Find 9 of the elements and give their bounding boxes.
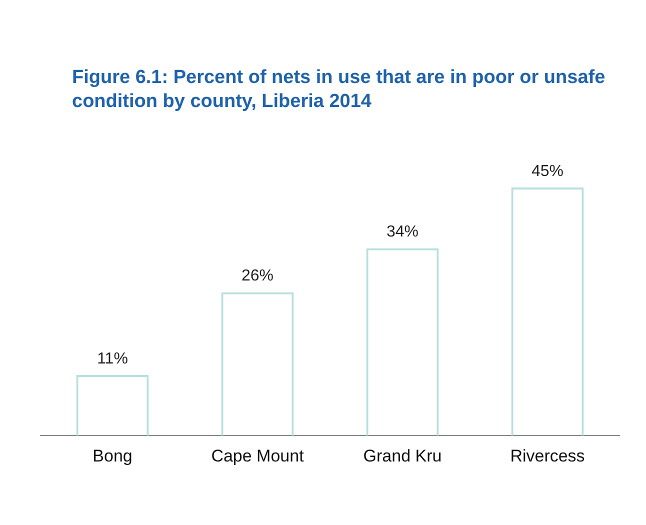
data-label: 11% [97,350,128,368]
x-tick-label: Grand Kru [363,446,442,466]
data-label: 45% [531,162,564,180]
x-tick-label: Cape Mount [211,446,304,466]
data-label: 26% [241,268,274,285]
chart-title: Figure 6.1: Percent of nets in use that are in poor or unsafe condition by county, Liberia 2014 [72,66,606,114]
x-tick-label: Rivercess [510,446,585,466]
x-tick-label: Bong [92,446,132,466]
data-label: 34% [386,224,419,241]
